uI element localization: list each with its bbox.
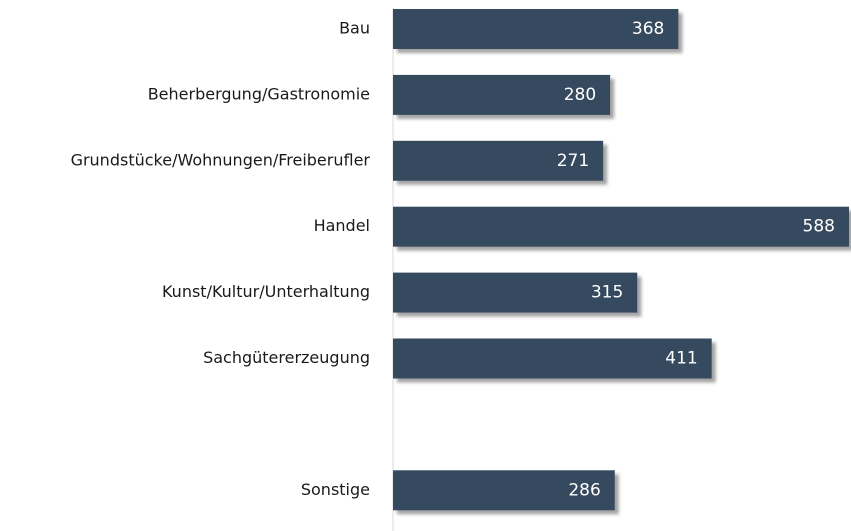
value-label: 411 bbox=[665, 349, 697, 369]
category-label: Sachgütererzeugung bbox=[203, 348, 370, 367]
bar bbox=[393, 272, 638, 313]
category-label: Handel bbox=[314, 216, 370, 235]
value-label: 280 bbox=[564, 85, 596, 105]
value-label: 271 bbox=[557, 151, 589, 171]
bar bbox=[393, 74, 611, 115]
bar bbox=[393, 9, 679, 49]
value-label: 588 bbox=[803, 217, 835, 237]
bar bbox=[393, 470, 615, 511]
category-label: Kunst/Kultur/Unterhaltung bbox=[162, 282, 370, 301]
category-label: Grundstücke/Wohnungen/Freiberufler bbox=[71, 150, 371, 169]
value-label: 286 bbox=[568, 480, 600, 500]
bar bbox=[393, 140, 604, 181]
bar bbox=[393, 206, 849, 247]
category-label: Bau bbox=[339, 19, 370, 38]
value-label: 315 bbox=[591, 283, 623, 303]
category-label: Sonstige bbox=[301, 480, 370, 499]
category-label: Beherbergung/Gastronomie bbox=[148, 84, 370, 103]
bar bbox=[393, 338, 712, 379]
value-label: 368 bbox=[632, 19, 664, 39]
